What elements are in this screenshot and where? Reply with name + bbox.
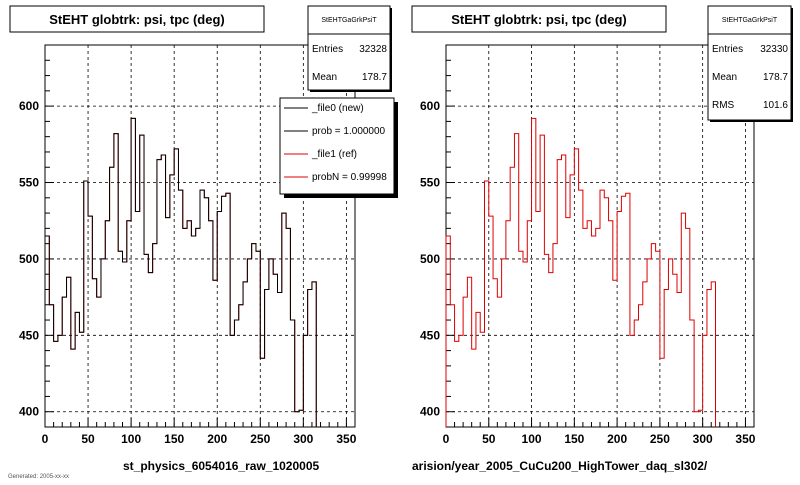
chart-title-box <box>9 5 265 33</box>
y-tick-label: 600 <box>420 99 440 113</box>
y-tick-label: 550 <box>420 176 440 190</box>
x-tick-label: 200 <box>207 432 227 446</box>
y-tick-label: 450 <box>19 328 39 342</box>
stats-label: Mean <box>312 72 337 83</box>
stats-name: StEHTGaGrkPsiT <box>321 17 377 24</box>
chart-title-box <box>411 5 667 33</box>
legend-box <box>279 97 395 195</box>
stats-name: StEHTGaGrkPsiT <box>722 17 778 24</box>
x-tick-label: 300 <box>693 432 713 446</box>
x-tick-label: 100 <box>121 432 141 446</box>
x-tick-label: 50 <box>81 432 95 446</box>
y-tick-label: 450 <box>420 328 440 342</box>
x-tick-label: 50 <box>482 432 496 446</box>
legend-label: _file1 (ref) <box>311 149 357 160</box>
y-tick-label: 500 <box>19 252 39 266</box>
x-tick-label: 300 <box>293 432 313 446</box>
legend-label: prob = 1.000000 <box>312 126 386 137</box>
stats-label: Mean <box>712 72 737 83</box>
y-tick-label: 400 <box>19 405 39 419</box>
legend-label: probN = 0.99998 <box>312 172 387 183</box>
y-tick-label: 600 <box>19 99 39 113</box>
histogram-series-line <box>445 117 716 427</box>
stats-label: RMS <box>712 100 735 111</box>
stats-label: Entries <box>312 44 343 55</box>
x-tick-label: 0 <box>443 432 450 446</box>
stats-value: 101.6 <box>763 100 788 111</box>
stats-box <box>307 5 391 91</box>
footer-label: st_physics_6054016_raw_1020005 <box>123 459 319 473</box>
x-tick-label: 100 <box>522 432 542 446</box>
x-tick-label: 200 <box>607 432 627 446</box>
stats-value: 178.7 <box>763 72 788 83</box>
x-tick-label: 150 <box>164 432 184 446</box>
chart-title: StEHT globtrk: psi, tpc (deg) <box>49 12 225 27</box>
legend-label: _file0 (new) <box>311 103 364 114</box>
x-tick-label: 0 <box>42 432 49 446</box>
x-tick-label: 150 <box>564 432 584 446</box>
y-tick-label: 400 <box>420 405 440 419</box>
y-tick-label: 500 <box>420 252 440 266</box>
x-tick-label: 350 <box>336 432 356 446</box>
x-tick-label: 350 <box>735 432 755 446</box>
x-tick-label: 250 <box>650 432 670 446</box>
footer-label: arision/year_2005_CuCu200_HighTower_daq_… <box>412 459 708 473</box>
y-tick-label: 550 <box>19 176 39 190</box>
stats-value: 32330 <box>760 44 788 55</box>
x-tick-label: 250 <box>250 432 270 446</box>
stats-box <box>707 5 792 121</box>
stats-label: Entries <box>712 44 743 55</box>
generated-caption: Generated: 2005-xx-xx <box>8 474 69 480</box>
stats-value: 178.7 <box>362 72 387 83</box>
stats-value: 32328 <box>359 44 387 55</box>
histogram-series-line <box>44 117 317 427</box>
chart-title: StEHT globtrk: psi, tpc (deg) <box>451 12 627 27</box>
